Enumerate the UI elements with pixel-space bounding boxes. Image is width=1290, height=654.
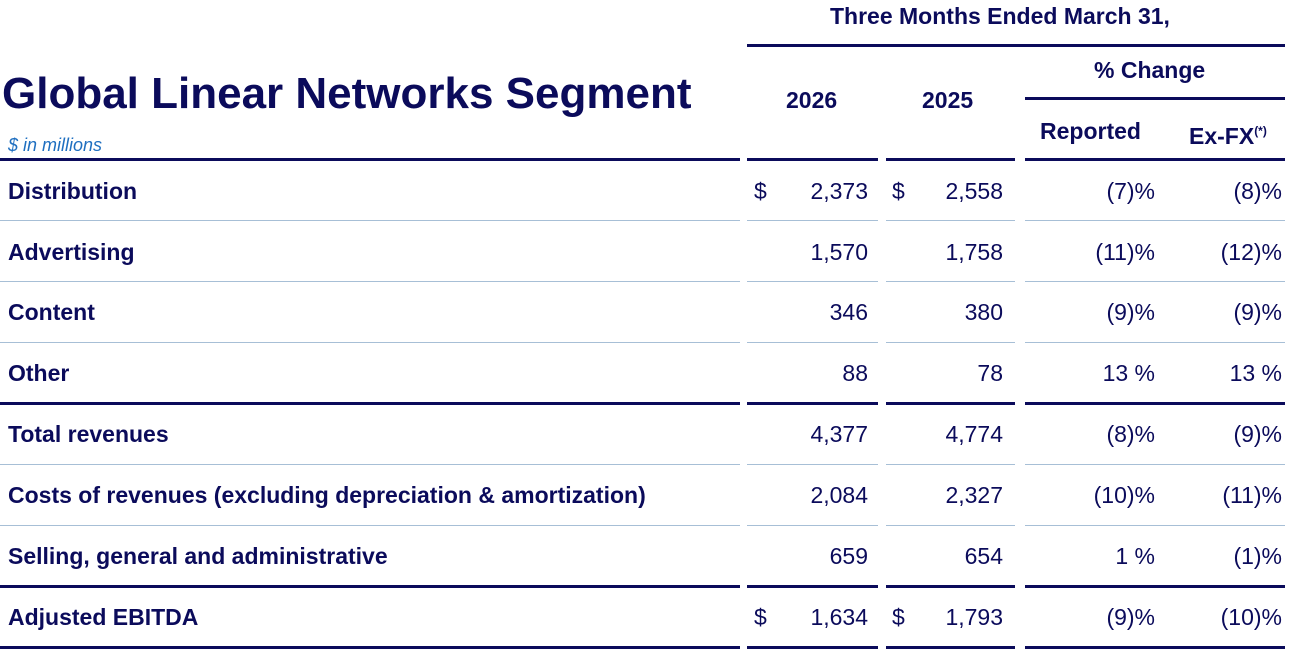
dollar-sign-2025: $ [892,178,905,204]
col-header-2026: 2026 [786,87,838,113]
col-header-reported: Reported [1040,118,1141,144]
bottom-rule [747,646,878,649]
cell-exfx: (9)% [1233,299,1282,325]
cell-exfx: (9)% [1233,421,1282,447]
cell-2026: 1,634 [810,604,868,630]
cell-reported: (9)% [1106,604,1155,630]
row-divider [1025,281,1285,282]
col-header-2025: 2025 [922,87,974,113]
cell-exfx: (12)% [1220,239,1282,265]
cell-2025: 2,558 [945,178,1003,204]
dollar-sign-2026: $ [754,178,767,204]
col-header-exfx: Ex-FX(*) [1189,123,1267,149]
row-divider [1025,342,1285,343]
bottom-rule [0,646,740,649]
subtotal-rule [0,402,740,405]
pct-change-header: % Change [1094,57,1206,83]
cell-reported: (9)% [1106,299,1155,325]
subtotal-rule [747,402,878,405]
cell-exfx: (1)% [1233,543,1282,569]
cell-exfx: (8)% [1233,178,1282,204]
cell-2025: 380 [964,299,1003,325]
subtotal-rule [886,585,1015,588]
row-divider [747,464,878,465]
row-label-other: Other [8,360,70,386]
header-rule-2025 [886,158,1015,161]
header-rule-pct [1025,158,1285,161]
cell-exfx: (10)% [1220,604,1282,630]
row-label-total-revenues: Total revenues [8,421,169,447]
subtotal-rule [1025,585,1285,588]
row-divider [1025,525,1285,526]
cell-exfx: (11)% [1222,482,1282,508]
header-rule-label [0,158,740,161]
cell-reported: (7)% [1106,178,1155,204]
row-divider [0,525,740,526]
row-divider [886,464,1015,465]
row-label-distribution: Distribution [8,178,138,204]
cell-2026: 2,373 [810,178,868,204]
bottom-rule [1025,646,1285,649]
cell-2026: 346 [829,299,868,325]
cell-2025: 2,327 [945,482,1003,508]
subtotal-rule [1025,402,1285,405]
row-divider [747,281,878,282]
subtotal-rule [0,585,740,588]
period-header: Three Months Ended March 31, [830,3,1170,29]
cell-2025: 1,758 [945,239,1003,265]
dollar-sign-2026: $ [754,604,767,630]
row-divider [0,342,740,343]
cell-reported: 13 % [1102,360,1155,386]
row-divider [747,220,878,221]
row-divider [747,525,878,526]
cell-2025: 4,774 [945,421,1003,447]
cell-2025: 654 [964,543,1003,569]
row-divider [886,525,1015,526]
page-title: Global Linear Networks Segment [2,69,692,118]
cell-exfx: 13 % [1229,360,1282,386]
row-divider [886,281,1015,282]
row-divider [1025,220,1285,221]
cell-reported: (11)% [1095,239,1155,265]
pct-change-rule [1025,97,1285,100]
cell-reported: 1 % [1115,543,1155,569]
row-divider [747,342,878,343]
cell-reported: (10)% [1093,482,1155,508]
row-divider [886,342,1015,343]
row-label-content: Content [8,299,95,325]
subtotal-rule [747,585,878,588]
subtotal-rule [886,402,1015,405]
period-rule [747,44,1285,47]
cell-2026: 2,084 [810,482,868,508]
row-divider [0,464,740,465]
row-label-costs-of-revenues: Costs of revenues (excluding depreciatio… [8,482,646,508]
units-note: $ in millions [8,135,103,155]
bottom-rule [886,646,1015,649]
dollar-sign-2025: $ [892,604,905,630]
row-divider [1025,464,1285,465]
row-divider [0,281,740,282]
header-rule-2026 [747,158,878,161]
cell-2026: 88 [842,360,868,386]
row-divider [886,220,1015,221]
cell-reported: (8)% [1106,421,1155,447]
cell-2025: 1,793 [945,604,1003,630]
row-divider [0,220,740,221]
cell-2026: 659 [829,543,868,569]
row-label-advertising: Advertising [8,239,135,265]
cell-2025: 78 [977,360,1003,386]
cell-2026: 1,570 [810,239,868,265]
row-label-sga: Selling, general and administrative [8,543,388,569]
exfx-footnote-marker: (*) [1254,124,1267,138]
cell-2026: 4,377 [810,421,868,447]
row-label-adjusted-ebitda: Adjusted EBITDA [8,604,199,630]
